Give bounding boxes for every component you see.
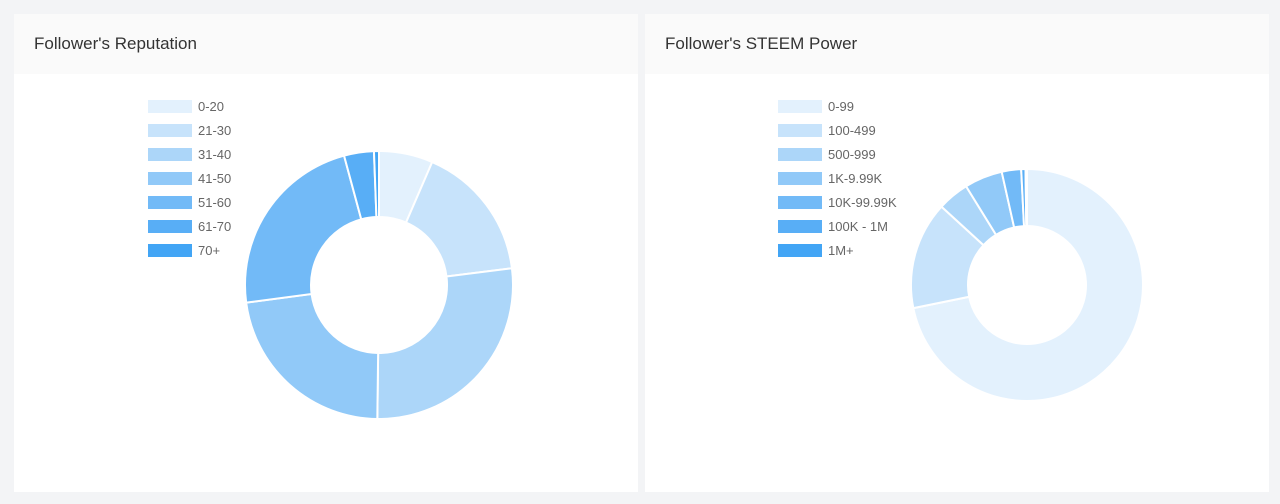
legend-label[interactable]: 500-999 bbox=[828, 147, 876, 162]
legend-swatch[interactable] bbox=[778, 148, 822, 161]
legend-swatch[interactable] bbox=[148, 220, 192, 233]
legend-label[interactable]: 0-99 bbox=[828, 99, 854, 114]
legend-swatch[interactable] bbox=[148, 148, 192, 161]
legend-label[interactable]: 10K-99.99K bbox=[828, 195, 897, 210]
donut-slice-1M+[interactable] bbox=[1024, 167, 1028, 228]
legend-label[interactable]: 100K - 1M bbox=[828, 219, 888, 234]
legend-swatch[interactable] bbox=[778, 220, 822, 233]
legend-label[interactable]: 100-499 bbox=[828, 123, 876, 138]
legend-swatch[interactable] bbox=[148, 196, 192, 209]
legend-label[interactable]: 1K-9.99K bbox=[828, 171, 883, 186]
panel-title: Follower's STEEM Power bbox=[645, 14, 1269, 74]
donut-slice-31-40[interactable] bbox=[376, 267, 514, 420]
donut-slice-51-60[interactable] bbox=[244, 154, 363, 304]
legend-swatch[interactable] bbox=[778, 124, 822, 137]
legend-swatch[interactable] bbox=[778, 172, 822, 185]
legend-swatch[interactable] bbox=[778, 244, 822, 257]
legend-label[interactable]: 70+ bbox=[198, 243, 220, 258]
legend-label[interactable]: 31-40 bbox=[198, 147, 231, 162]
legend-label[interactable]: 21-30 bbox=[198, 123, 231, 138]
legend-label[interactable]: 0-20 bbox=[198, 99, 224, 114]
donut-slice-70+[interactable] bbox=[372, 149, 380, 219]
legend-label[interactable]: 41-50 bbox=[198, 171, 231, 186]
reputation-panel: Follower's Reputation 0-20 21-30 31-40 41-5… bbox=[14, 14, 638, 492]
legend-label[interactable]: 51-60 bbox=[198, 195, 231, 210]
legend-swatch[interactable] bbox=[778, 196, 822, 209]
legend-label[interactable]: 61-70 bbox=[198, 219, 231, 234]
legend-swatch[interactable] bbox=[148, 172, 192, 185]
legend: 0-99 100-499 500-999 1K-9.99K 10K-99.99K 100K… bbox=[778, 99, 897, 258]
legend: 0-20 21-30 31-40 41-50 51-60 61-70 70+ bbox=[148, 99, 231, 258]
legend-swatch[interactable] bbox=[148, 124, 192, 137]
legend-swatch[interactable] bbox=[148, 100, 192, 113]
steem-power-panel: Follower's STEEM Power 0-99 100-499 500-99… bbox=[645, 14, 1269, 492]
legend-swatch[interactable] bbox=[148, 244, 192, 257]
legend-label[interactable]: 1M+ bbox=[828, 243, 854, 258]
panel-title: Follower's Reputation bbox=[14, 14, 638, 74]
reputation-donut-chart: 0-20 21-30 31-40 41-50 51-60 61-70 70+ bbox=[148, 99, 514, 421]
donut-slice-41-50[interactable] bbox=[245, 292, 380, 421]
steem-power-donut-chart: 0-99 100-499 500-999 1K-9.99K 10K-99.99K 100K… bbox=[778, 99, 1144, 402]
donut-slice-0-99[interactable] bbox=[912, 167, 1144, 402]
legend-swatch[interactable] bbox=[778, 100, 822, 113]
